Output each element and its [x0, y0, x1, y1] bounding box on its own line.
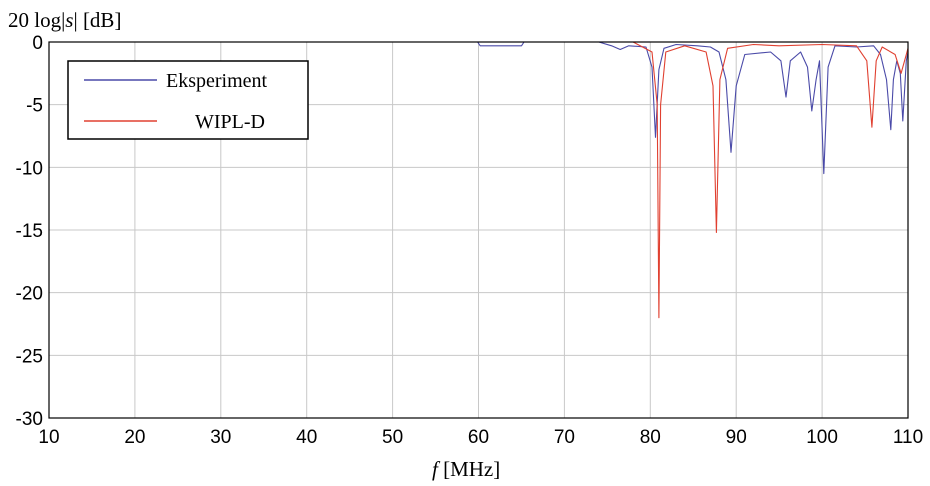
x-axis-label-var: f — [432, 457, 441, 481]
x-tick-label-70: 70 — [554, 427, 575, 448]
x-tick-label-30: 30 — [210, 427, 231, 448]
x-tick-label-110: 110 — [893, 427, 923, 448]
x-axis-label-unit: [MHz] — [438, 457, 500, 481]
y-axis-label: 20 log|s| [dB] — [8, 8, 121, 32]
plot-frame — [48, 41, 909, 419]
y-tick-label--10: -10 — [16, 158, 43, 179]
y-tick-label--20: -20 — [16, 284, 43, 305]
y-axis-label-suffix: | [dB] — [73, 8, 121, 32]
legend-label-wipl-d: WIPL-D — [195, 111, 265, 133]
x-tick-label-100: 100 — [806, 427, 838, 448]
x-tick-labels: 10 20 30 40 50 60 70 80 90 100 110 — [38, 427, 923, 448]
x-tick-label-50: 50 — [382, 427, 403, 448]
y-tick-label--30: -30 — [16, 409, 43, 430]
y-axis-label-var: s — [65, 8, 73, 32]
x-tick-label-40: 40 — [296, 427, 317, 448]
x-tick-label-80: 80 — [640, 427, 661, 448]
series-line-eksperiment — [49, 41, 909, 175]
y-tick-label--5: -5 — [26, 96, 43, 117]
y-tick-label-0: 0 — [32, 33, 43, 54]
series-line-wipl-d — [49, 41, 909, 319]
legend-box — [67, 60, 309, 140]
x-tick-label-60: 60 — [468, 427, 489, 448]
y-tick-label--25: -25 — [16, 346, 43, 367]
legend-label-eksperiment: Eksperiment — [166, 70, 268, 92]
y-tick-label--15: -15 — [16, 221, 43, 242]
legend: Eksperiment WIPL-D — [67, 60, 309, 140]
x-tick-label-90: 90 — [726, 427, 747, 448]
x-tick-label-20: 20 — [124, 427, 145, 448]
y-axis-label-prefix: 20 log| — [8, 8, 65, 32]
y-tick-labels: 0 -5 -10 -15 -20 -25 -30 — [16, 33, 43, 430]
series-group — [49, 41, 909, 319]
x-tick-label-10: 10 — [38, 427, 59, 448]
x-axis-label: f [MHz] — [432, 457, 500, 481]
